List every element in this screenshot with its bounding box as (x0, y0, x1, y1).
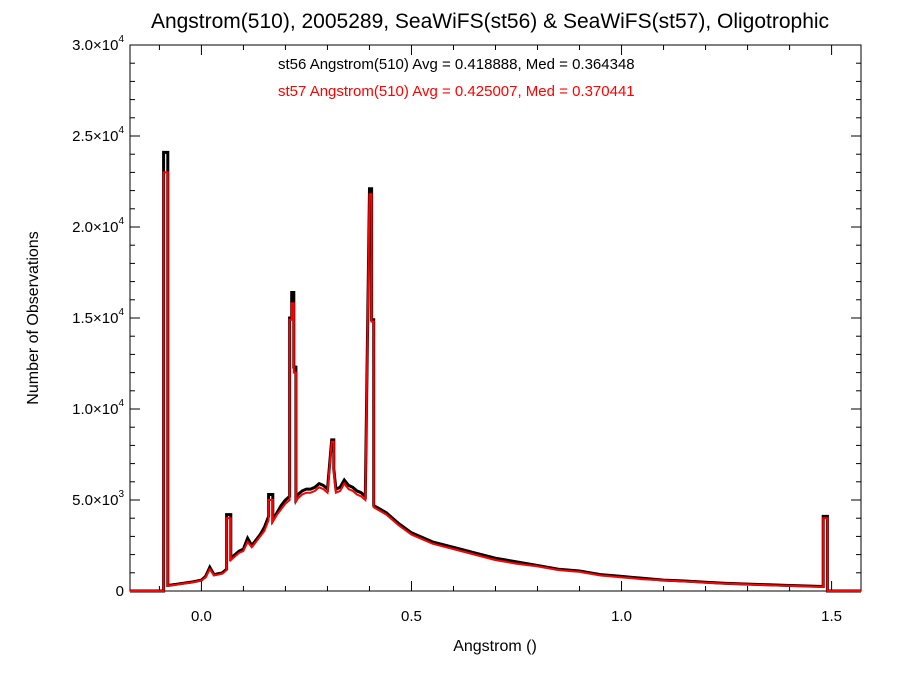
y-tick-label: 5.0×103 (72, 489, 124, 509)
x-tick-label: 0.5 (401, 608, 422, 625)
y-tick-label: 2.5×104 (72, 125, 124, 145)
y-tick-label: 1.0×104 (72, 398, 124, 418)
annotation-st56: st56 Angstrom(510) Avg = 0.418888, Med =… (278, 56, 635, 73)
x-tick-label: 0.0 (191, 608, 212, 625)
series-layer (130, 150, 861, 593)
y-tick-label: 3.0×104 (72, 34, 124, 54)
y-tick-label: 1.5×104 (72, 307, 124, 327)
x-tick-label: 1.5 (821, 608, 842, 625)
y-tick-label: 2.0×104 (72, 216, 124, 236)
series-st57-line (130, 171, 861, 592)
annotation-st57: st57 Angstrom(510) Avg = 0.425007, Med =… (278, 83, 635, 100)
plot-frame (129, 44, 862, 592)
y-axis-label: Number of Observations (25, 231, 42, 404)
chart-title: Angstrom(510), 2005289, SeaWiFS(st56) & … (151, 10, 829, 33)
x-axis-label: Angstrom () (453, 638, 537, 655)
x-axis: 0.0 0.5 1.0 1.5 (158, 45, 842, 625)
x-tick-label: 1.0 (611, 608, 632, 625)
series-st56-line (130, 150, 861, 593)
y-tick-label: 0 (116, 583, 124, 600)
y-axis: 0 5.0×103 1.0×104 1.5×104 2.0×104 2.5×104 3.0×… (72, 34, 861, 600)
